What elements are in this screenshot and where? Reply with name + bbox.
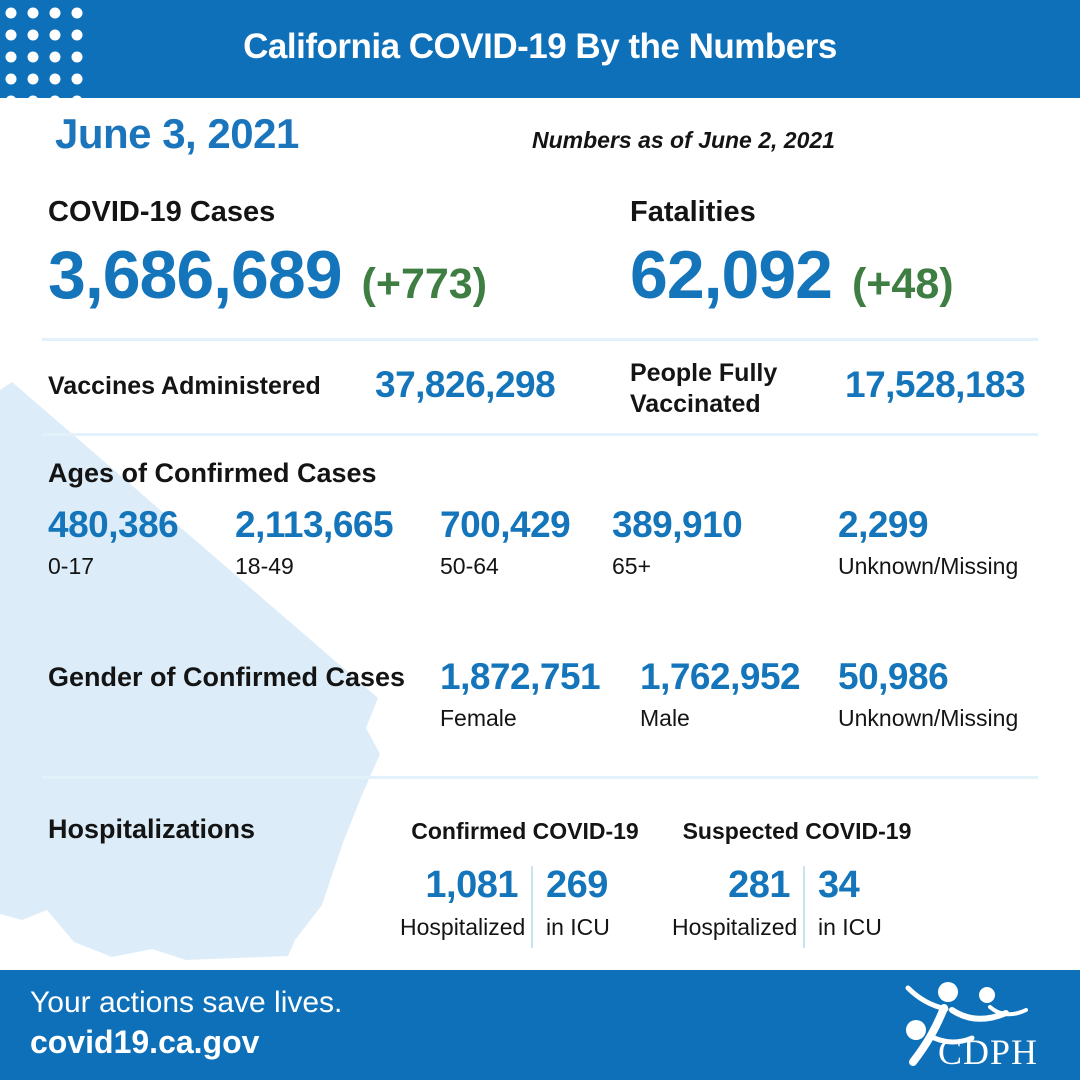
california-silhouette: [0, 382, 380, 960]
age-group-value: 480,386: [48, 504, 179, 545]
fully-vaccinated-label: People Fully Vaccinated: [630, 359, 778, 419]
vaccines-label: Vaccines Administered: [48, 372, 321, 400]
dot-grid-icon: [5, 7, 83, 98]
fatalities-value: 62,092: [630, 237, 833, 313]
hospitalized-stat: 281 Hospitalized: [672, 864, 798, 941]
gender-group-value: 1,872,751: [440, 656, 601, 697]
cases-delta: (+773): [361, 260, 488, 308]
age-group-item: 480,386 0-17: [48, 504, 179, 580]
hospitalized-value: 1,081: [425, 864, 518, 906]
gender-group-item: 1,872,751 Female: [440, 656, 601, 732]
hospitalized-value: 281: [728, 864, 790, 906]
age-group-value: 700,429: [440, 504, 571, 545]
page-title: California COVID-19 By the Numbers: [243, 27, 837, 66]
hospitalizations-suspected-column: Suspected COVID-19 281 Hospitalized 34 i…: [672, 818, 922, 948]
age-group-label: 65+: [612, 553, 652, 579]
icu-stat: 34 in ICU: [818, 866, 882, 941]
age-group-label: 18-49: [235, 553, 294, 579]
gender-group-label: Female: [440, 705, 517, 731]
icu-value: 269: [546, 864, 608, 906]
stat-divider: [531, 866, 533, 948]
age-group-value: 2,113,665: [235, 504, 394, 545]
fatalities-stat-row: 62,092 (+48): [630, 241, 954, 309]
icu-stat: 269 in ICU: [546, 866, 610, 941]
cases-value: 3,686,689: [48, 237, 343, 313]
suspected-covid-header: Suspected COVID-19: [682, 818, 912, 844]
cdph-logo-text: CDPH: [938, 1032, 1038, 1072]
age-group-value: 2,299: [838, 504, 929, 545]
section-divider: [42, 776, 1038, 779]
confirmed-covid-header: Confirmed COVID-19: [411, 818, 639, 844]
fully-vaccinated-value: 17,528,183: [845, 364, 1026, 405]
gender-group-label: Unknown/Missing: [838, 705, 1019, 731]
hospitalizations-confirmed-column: Confirmed COVID-19 1,081 Hospitalized 26…: [400, 818, 650, 948]
cases-section: COVID-19 Cases 3,686,689 (+773): [48, 196, 487, 309]
cases-stat-row: 3,686,689 (+773): [48, 241, 487, 309]
section-divider: [42, 338, 1038, 341]
stat-divider: [803, 866, 805, 948]
age-group-value: 389,910: [612, 504, 743, 545]
age-group-item: 389,910 65+: [612, 504, 743, 580]
as-of-note: Numbers as of June 2, 2021: [532, 127, 835, 153]
gender-section-title: Gender of Confirmed Cases: [48, 662, 406, 692]
fatalities-delta: (+48): [851, 260, 954, 308]
age-group-item: 2,299 Unknown/Missing: [838, 506, 1018, 580]
hospitalizations-section-title: Hospitalizations: [48, 814, 256, 844]
date-heading: June 3, 2021: [55, 110, 299, 157]
age-group-label: 0-17: [48, 553, 95, 579]
age-group-label: 50-64: [440, 553, 499, 579]
gender-group-item: 1,762,952 Male: [640, 656, 801, 732]
fatalities-section: Fatalities 62,092 (+48): [630, 196, 954, 309]
section-divider: [42, 433, 1038, 436]
icu-label: in ICU: [818, 914, 882, 940]
age-group-item: 700,429 50-64: [440, 504, 571, 580]
hospitalized-label: Hospitalized: [672, 914, 798, 940]
age-group-label: Unknown/Missing: [838, 553, 1019, 579]
header-bar: California COVID-19 By the Numbers: [0, 0, 1080, 98]
icu-label: in ICU: [546, 914, 610, 940]
gender-group-item: 50,986 Unknown/Missing: [838, 658, 1018, 732]
hospitalized-label: Hospitalized: [400, 914, 526, 940]
confirmed-stats-row: 1,081 Hospitalized 269 in ICU: [400, 866, 650, 948]
gender-group-value: 1,762,952: [640, 656, 801, 697]
gender-group-label: Male: [640, 705, 690, 731]
cdph-logo-icon: CDPH: [905, 982, 1038, 1072]
footer-bar: Your actions save lives. covid19.ca.gov …: [0, 970, 1080, 1080]
vaccines-value: 37,826,298: [375, 364, 556, 405]
hospitalized-stat: 1,081 Hospitalized: [400, 864, 526, 941]
icu-value: 34: [818, 864, 860, 906]
cases-label: COVID-19 Cases: [48, 196, 276, 228]
ages-section-title: Ages of Confirmed Cases: [48, 458, 377, 488]
footer-tagline: Your actions save lives.: [30, 986, 343, 1019]
gender-group-value: 50,986: [838, 656, 949, 697]
suspected-stats-row: 281 Hospitalized 34 in ICU: [672, 866, 922, 948]
fatalities-label: Fatalities: [630, 196, 756, 228]
age-group-item: 2,113,665 18-49: [235, 504, 394, 580]
footer-url[interactable]: covid19.ca.gov: [30, 1024, 260, 1060]
